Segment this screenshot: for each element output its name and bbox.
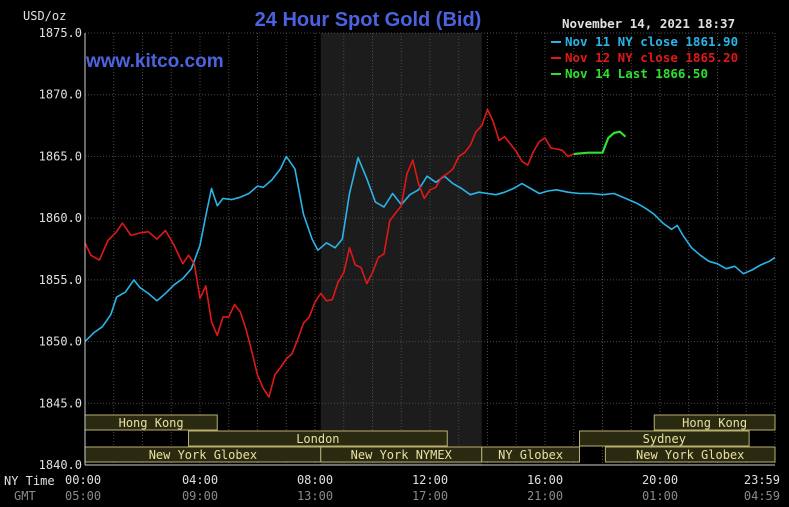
legend-nov11: Nov 11 NY close 1861.90 xyxy=(565,34,738,49)
website-label: www.kitco.com xyxy=(85,51,224,72)
y-tick-label: 1870.0 xyxy=(39,88,82,102)
x-tick-ny: 00:00 xyxy=(65,473,101,487)
gmt-row-label: GMT xyxy=(14,489,36,503)
x-tick-ny: 04:00 xyxy=(182,473,218,487)
y-tick-label: 1845.0 xyxy=(39,396,82,410)
session-bar xyxy=(579,430,750,447)
x-tick-gmt: 04:59 xyxy=(744,489,780,503)
y-tick-label: 1865.0 xyxy=(39,149,82,163)
y-tick-label: 1850.0 xyxy=(39,335,82,349)
session-label: New York Globex xyxy=(636,448,744,462)
session-label: New York Globex xyxy=(149,448,257,462)
session-label: London xyxy=(296,432,339,446)
legend: Nov 11 NY close 1861.90 Nov 12 NY close … xyxy=(551,34,738,81)
y-tick-label: 1840.0 xyxy=(39,458,82,472)
session-bar xyxy=(188,430,448,447)
x-tick-ny: 23:59 xyxy=(744,473,780,487)
session-bar xyxy=(653,414,776,431)
x-tick-gmt: 13:00 xyxy=(297,489,333,503)
x-tick-gmt: 17:00 xyxy=(412,489,448,503)
y-unit-label: USD/oz xyxy=(23,9,66,23)
x-tick-ny: 08:00 xyxy=(297,473,333,487)
y-tick-label: 1860.0 xyxy=(39,211,82,225)
session-label: New York NYMEX xyxy=(351,448,453,462)
series-line-1 xyxy=(84,108,575,398)
y-tick-label: 1855.0 xyxy=(39,273,82,287)
ny-time-row-label: NY Time xyxy=(4,474,55,488)
session-bar xyxy=(604,446,776,463)
x-tick-gmt: 05:00 xyxy=(65,489,101,503)
legend-nov12: Nov 12 NY close 1865.20 xyxy=(565,50,738,65)
legend-nov14: Nov 14 Last 1866.50 xyxy=(565,66,708,81)
x-tick-ny: 12:00 xyxy=(412,473,448,487)
session-label: Hong Kong xyxy=(119,416,184,430)
series-line-0 xyxy=(84,155,776,343)
session-label: NY Globex xyxy=(498,448,563,462)
x-tick-gmt: 01:00 xyxy=(642,489,678,503)
chart-title: 24 Hour Spot Gold (Bid) xyxy=(255,9,482,31)
series-line-2 xyxy=(573,130,627,156)
session-label: Hong Kong xyxy=(682,416,747,430)
x-tick-ny: 16:00 xyxy=(527,473,563,487)
x-tick-ny: 20:00 xyxy=(642,473,678,487)
session-label: Sydney xyxy=(643,432,686,446)
session-bar xyxy=(481,446,580,463)
y-tick-label: 1875.0 xyxy=(39,26,82,40)
x-tick-gmt: 09:00 xyxy=(182,489,218,503)
x-tick-gmt: 21:00 xyxy=(527,489,563,503)
timestamp: November 14, 2021 18:37 xyxy=(562,16,735,31)
